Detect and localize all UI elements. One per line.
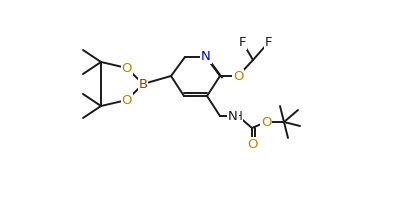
Text: F: F	[264, 36, 272, 50]
Text: B: B	[138, 77, 148, 91]
Text: N: N	[228, 109, 238, 123]
Text: F: F	[239, 36, 247, 50]
Text: O: O	[247, 137, 257, 151]
Text: O: O	[233, 69, 243, 83]
Text: H: H	[234, 109, 242, 123]
Text: O: O	[261, 115, 271, 129]
Text: N: N	[201, 50, 211, 63]
Text: O: O	[122, 61, 132, 75]
Text: O: O	[122, 93, 132, 107]
